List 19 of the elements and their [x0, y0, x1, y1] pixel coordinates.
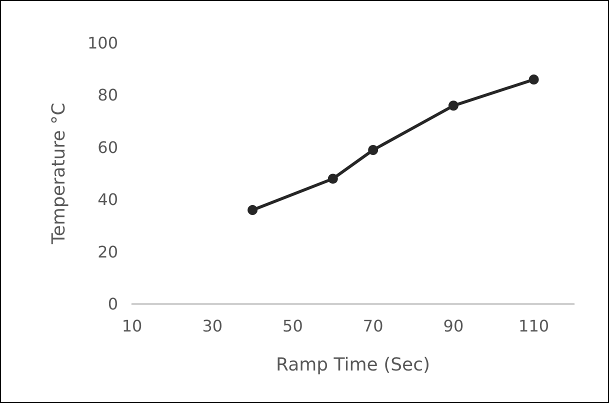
x-tick-label: 30 [202, 316, 223, 336]
point [328, 174, 338, 184]
x-tick-label: 10 [122, 316, 142, 336]
y-tick-label: 100 [87, 34, 118, 52]
x-axis-title: Ramp Time (Sec) [276, 354, 430, 376]
x-tick-label: 90 [443, 316, 464, 336]
y-tick-label: 20 [98, 242, 118, 262]
point [528, 74, 539, 85]
point [368, 145, 378, 156]
x-tick-label: 110 [518, 316, 550, 336]
y-tick-label: 40 [98, 190, 118, 210]
point [248, 205, 258, 216]
y-axis-title: Temperature °C [48, 102, 70, 246]
y-tick-label: 0 [108, 294, 118, 314]
x-tick-label: 50 [282, 316, 303, 336]
x-tick-label: 70 [362, 316, 384, 336]
y-tick-label: 80 [98, 86, 118, 105]
y-tick-label: 60 [98, 138, 118, 157]
point [448, 100, 458, 111]
